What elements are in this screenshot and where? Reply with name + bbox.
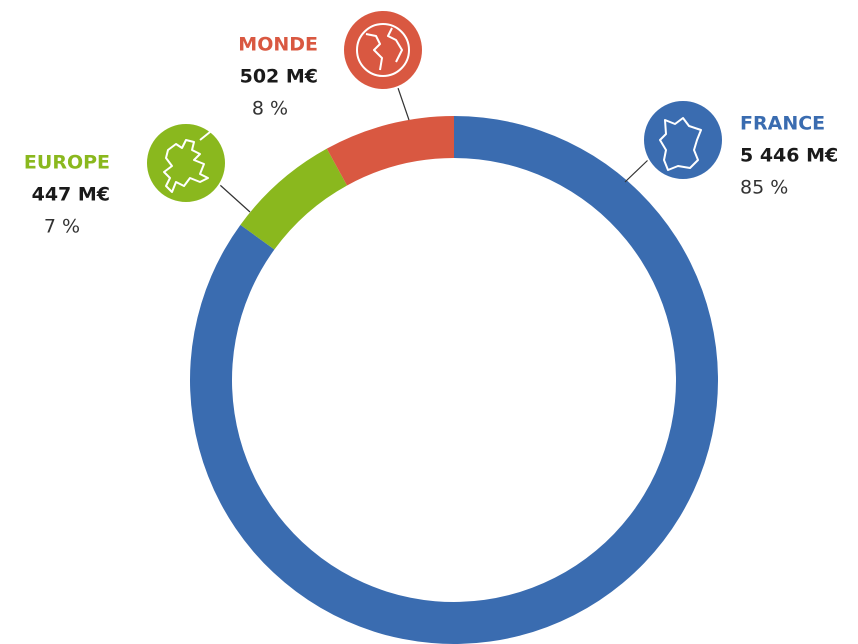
percent-label: 7 % — [44, 216, 80, 238]
amount-label: 447 M€ — [32, 184, 110, 206]
category-label: EUROPE — [24, 152, 110, 174]
amount-label: 502 M€ — [240, 66, 318, 88]
percent-label: 85 % — [740, 177, 788, 199]
amount-label: 5 446 M€ — [740, 145, 838, 167]
leader-line — [219, 184, 251, 213]
leader-line — [397, 87, 410, 121]
percent-label: 8 % — [252, 98, 288, 120]
icon — [659, 117, 702, 171]
category-label: MONDE — [238, 34, 318, 56]
icon — [356, 23, 410, 77]
leader-line — [624, 159, 649, 183]
icon — [163, 131, 211, 193]
icon-badge — [145, 122, 227, 204]
donut-segment — [326, 116, 454, 186]
icon-badge — [342, 9, 424, 91]
icon-badge — [642, 99, 724, 181]
donut-segment — [240, 148, 348, 250]
category-label: FRANCE — [740, 113, 825, 135]
